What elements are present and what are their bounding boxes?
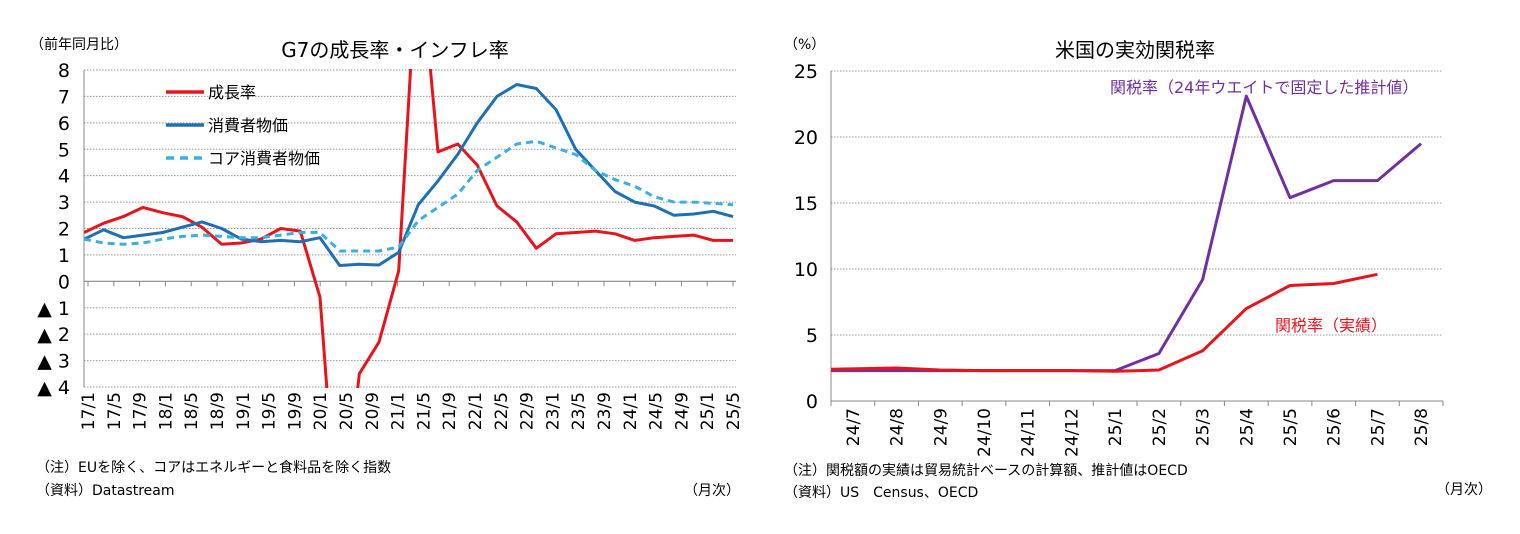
series-line-2 (84, 139, 734, 253)
series-line-0 (84, 69, 733, 388)
y-tick-label: 15 (794, 193, 818, 215)
y-tick-label: 0 (58, 271, 70, 293)
x-tick-label: 24/10 (975, 408, 995, 457)
x-tick-label: 23/1 (543, 392, 563, 430)
y-tick-label: ▲ 1 (37, 298, 70, 320)
x-tick-label: 25/5 (724, 392, 744, 430)
x-tick-label: 18/5 (182, 392, 202, 430)
x-tick-label: 22/5 (492, 392, 512, 430)
x-tick-label: 25/1 (698, 392, 718, 430)
series-label-actual: 関税率（実績） (1275, 316, 1387, 335)
x-tick-label: 17/5 (105, 392, 125, 430)
chart-title: G7の成長率・インフレ率 (281, 38, 509, 62)
y-tick-label: 1 (58, 245, 70, 267)
grid (830, 70, 1443, 402)
source: （資料）Datastream (36, 483, 175, 499)
chart-title: 米国の実効関税率 (1055, 38, 1215, 62)
y-tick-label: 3 (58, 192, 70, 214)
x-tick-labels: 24/7 24/8 24/9 24/10 24/11 24/12 25/1 25/2 25/3 2… (830, 401, 1444, 457)
series-label-estimate: 関税率（24年ウエイトで固定した推計値） (1110, 78, 1418, 97)
x-tick-labels: 17/1 17/5 17/9 18/1 18/5 18/9 19/1 19/5 19/9 20/1… (79, 281, 744, 430)
y-tick-label: 6 (58, 113, 70, 135)
x-tick-label: 21/9 (440, 392, 460, 430)
y-tick-label: ▲ 4 (37, 377, 70, 399)
x-tick-label: 25/4 (1237, 408, 1257, 446)
x-tick-label: 19/1 (234, 392, 254, 430)
legend-label: コア消費者物価 (208, 149, 320, 168)
series-lines (84, 69, 734, 388)
x-tick-label: 23/5 (569, 392, 589, 430)
source: （資料）US Census、OECD (784, 485, 978, 501)
tariff-chart: 米国の実効関税率 （%） 0 5 10 15 20 25 24/7 24/8 24/9 24/1… (784, 37, 1492, 501)
x-tick-label: 24/8 (888, 408, 908, 446)
x-tick-label: 25/1 (1106, 408, 1126, 446)
y-tick-label: 7 (58, 86, 70, 108)
x-tick-label: 24/12 (1062, 408, 1082, 457)
x-tick-label: 21/1 (389, 392, 409, 430)
x-tick-label: 19/5 (260, 392, 280, 430)
y-tick-label: 5 (58, 139, 70, 161)
x-tick-label: 24/1 (621, 392, 641, 430)
legend-label: 成長率 (208, 83, 256, 102)
x-tick-label: 24/7 (844, 408, 864, 446)
x-tick-label: 18/1 (156, 392, 176, 430)
x-tick-label: 25/6 (1325, 408, 1345, 446)
x-tick-label: 25/7 (1368, 408, 1388, 446)
x-tick-label: 25/3 (1194, 408, 1214, 446)
x-tick-label: 24/9 (672, 392, 692, 430)
y-tick-label: 25 (794, 61, 818, 83)
x-tick-label: 22/9 (518, 392, 538, 430)
y-tick-label: 0 (806, 391, 818, 413)
x-tick-label: 19/9 (285, 392, 305, 430)
x-tick-label: 20/1 (311, 392, 331, 430)
g7-chart: G7の成長率・インフレ率 （前年同月比） ▲ 4 ▲ 3 ▲ 2 ▲ 1 0 1 2 3 4 5 6… (30, 36, 744, 499)
y-tick-label: 5 (806, 325, 818, 347)
y-tick-label: 20 (794, 127, 818, 149)
x-tick-label: 24/11 (1019, 408, 1039, 457)
x-axis-unit: （月次） (1436, 482, 1492, 498)
y-tick-label: 8 (58, 60, 70, 82)
x-tick-label: 20/9 (363, 392, 383, 430)
x-axis-unit: （月次） (684, 483, 740, 499)
series-line-1 (830, 272, 1378, 373)
grid (83, 69, 736, 388)
y-axis-unit: （%） (784, 37, 825, 53)
note: （注）EUを除く、コアはエネルギーと食料品を除く指数 (36, 459, 391, 476)
legend-label: 消費者物価 (208, 116, 288, 135)
note: （注）関税額の実績は貿易統計ベースの計算額、推計値はOECD (784, 463, 1188, 479)
x-tick-label: 22/1 (466, 392, 486, 430)
x-tick-label: 25/2 (1150, 408, 1170, 446)
x-tick-label: 24/9 (931, 408, 951, 446)
x-tick-label: 17/1 (79, 392, 99, 430)
y-tick-labels: 0 5 10 15 20 25 (794, 61, 818, 413)
y-tick-labels: ▲ 4 ▲ 3 ▲ 2 ▲ 1 0 1 2 3 4 5 6 7 8 (37, 60, 70, 399)
series-line-1 (84, 83, 734, 267)
series-lines (830, 94, 1423, 373)
x-tick-label: 17/9 (131, 392, 151, 430)
x-tick-label: 25/8 (1412, 408, 1432, 446)
x-tick-label: 25/5 (1281, 408, 1301, 446)
x-tick-label: 23/9 (595, 392, 615, 430)
x-tick-label: 21/5 (414, 392, 434, 430)
y-tick-label: 10 (794, 259, 818, 281)
x-tick-label: 24/5 (647, 392, 667, 430)
y-tick-label: 4 (58, 166, 70, 188)
y-tick-label: ▲ 3 (37, 351, 70, 373)
x-tick-label: 18/9 (208, 392, 228, 430)
y-tick-label: ▲ 2 (37, 324, 70, 346)
x-tick-label: 20/5 (337, 392, 357, 430)
y-axis-unit: （前年同月比） (30, 36, 128, 53)
y-tick-label: 2 (58, 219, 70, 241)
